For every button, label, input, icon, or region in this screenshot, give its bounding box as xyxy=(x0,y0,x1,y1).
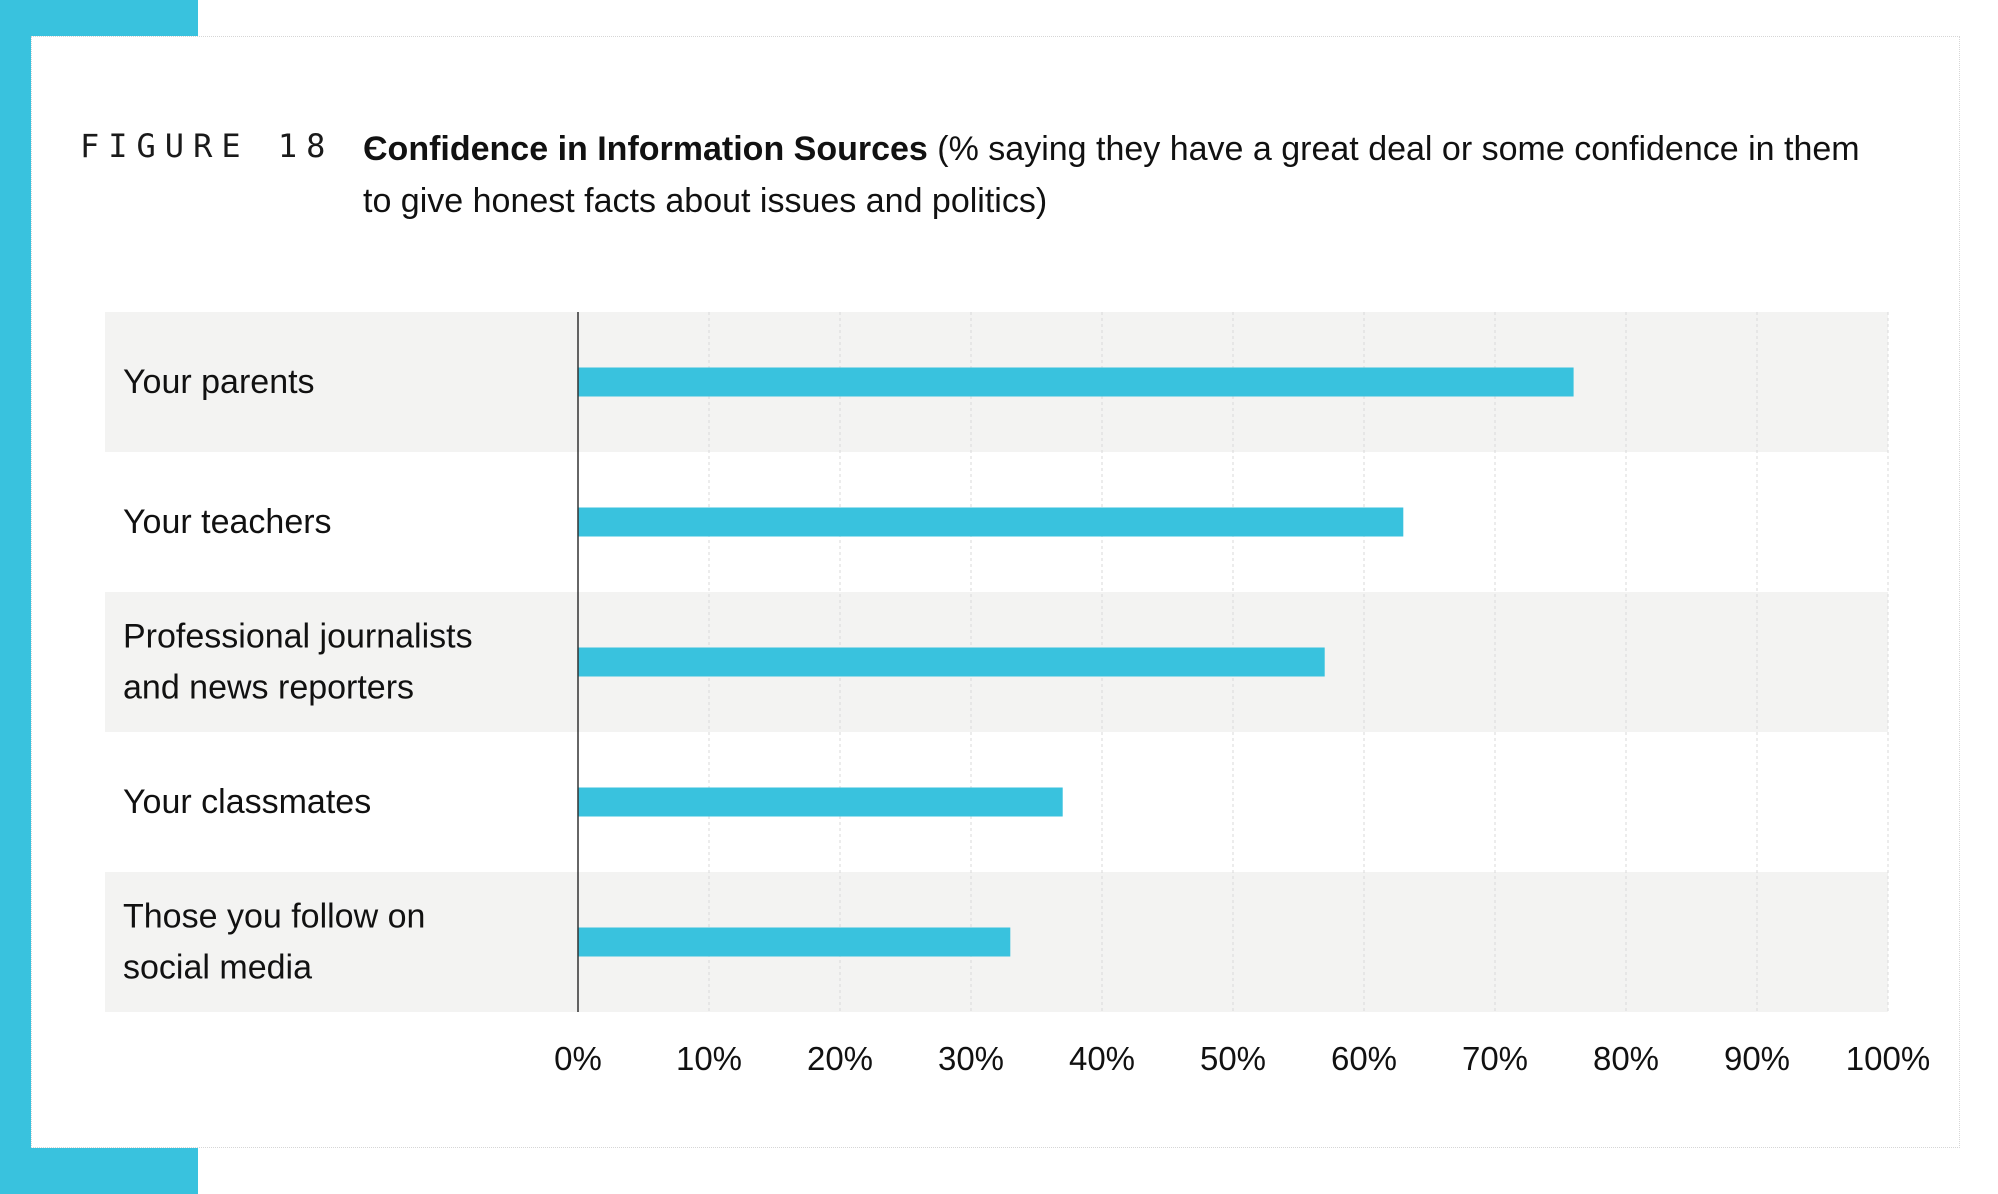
category-label-line: Your parents xyxy=(123,363,315,401)
bar xyxy=(578,647,1325,677)
category-labels: Your parents Your teachers Professional jo… xyxy=(123,363,473,987)
category-label-line: social media xyxy=(123,949,312,987)
figure-title-bold: Confidence in Information Sources xyxy=(363,130,928,168)
tick-label: 60% xyxy=(1331,1040,1397,1077)
category-label-line: Professional journalists xyxy=(123,618,473,656)
tick-label: 100% xyxy=(1846,1040,1930,1077)
category-label: Those you follow on social media xyxy=(123,898,425,987)
tick-label: 0% xyxy=(554,1040,602,1077)
tick-label: 30% xyxy=(938,1040,1004,1077)
tick-label: 10% xyxy=(676,1040,742,1077)
category-label-line: Your teachers xyxy=(123,503,332,541)
category-label: Professional journalists and news reporte… xyxy=(123,618,473,707)
bar xyxy=(578,367,1574,397)
bar xyxy=(578,507,1404,537)
figure-title-description: (% saying they have a great deal or some… xyxy=(363,130,1860,220)
figure-label: FIGURE 18 - xyxy=(80,127,391,165)
tick-label: 40% xyxy=(1069,1040,1135,1077)
bar xyxy=(578,927,1011,957)
figure-title: Confidence in Information Sources (% say… xyxy=(363,123,1863,227)
category-label: Your teachers xyxy=(123,503,332,541)
category-label: Your classmates xyxy=(123,783,371,821)
tick-label: 90% xyxy=(1724,1040,1790,1077)
tick-label: 50% xyxy=(1200,1040,1266,1077)
category-label-line: and news reporters xyxy=(123,669,414,707)
x-axis-tick-labels: 0% 10% 20% 30% 40% 50% 60% 70% 80% 90% 100% xyxy=(554,1040,1930,1077)
bars xyxy=(578,367,1574,957)
category-label-line: Those you follow on xyxy=(123,898,425,936)
tick-label: 80% xyxy=(1593,1040,1659,1077)
accent-bar-bottom xyxy=(0,1148,198,1194)
bar xyxy=(578,787,1063,817)
category-label: Your parents xyxy=(123,363,315,401)
row-bands xyxy=(105,312,1888,1012)
tick-label: 70% xyxy=(1462,1040,1528,1077)
accent-bar-left xyxy=(0,0,31,1194)
tick-label: 20% xyxy=(807,1040,873,1077)
category-label-line: Your classmates xyxy=(123,783,371,821)
accent-bar-top xyxy=(0,0,198,36)
